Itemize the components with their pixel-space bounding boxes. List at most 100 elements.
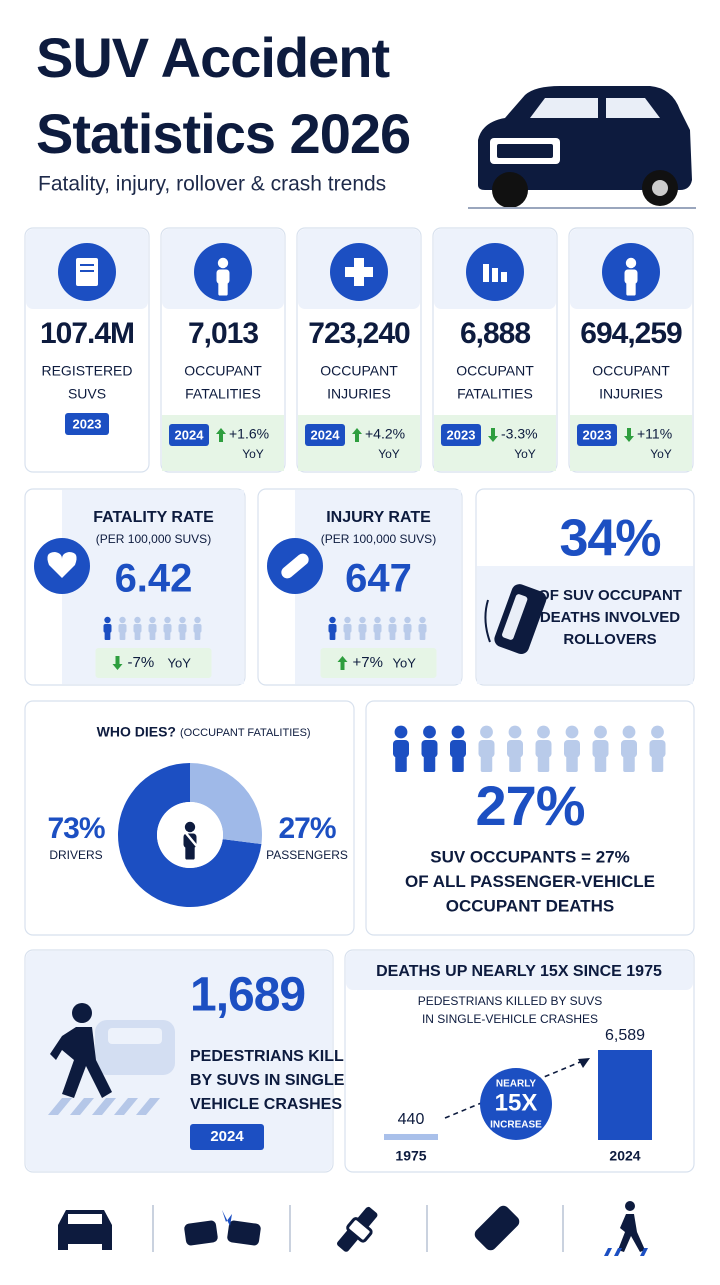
year-badge bbox=[577, 424, 617, 446]
person-legs bbox=[452, 756, 464, 772]
motion-line bbox=[484, 599, 491, 643]
share-text: OF ALL PASSENGER-VEHICLE bbox=[405, 872, 655, 891]
subtitle: Fatality, injury, rollover & crash trend… bbox=[38, 173, 386, 196]
rollover-text: OF SUV OCCUPANT bbox=[538, 587, 682, 604]
crosswalk bbox=[136, 1098, 160, 1115]
person-icon bbox=[421, 725, 438, 772]
person-icon bbox=[592, 725, 609, 772]
stat-value: 723,240 bbox=[308, 317, 410, 350]
car-window bbox=[502, 594, 528, 640]
rate-title: FATALITY RATE bbox=[93, 509, 214, 526]
year-label: 2023 bbox=[73, 416, 102, 431]
person-legs bbox=[359, 632, 366, 640]
crosswalk bbox=[114, 1098, 138, 1115]
person-head bbox=[508, 725, 522, 739]
hero-car bbox=[468, 86, 696, 209]
donut-slice bbox=[190, 763, 262, 845]
person-body bbox=[388, 624, 397, 633]
trend-subtitle: IN SINGLE-VEHICLE CRASHES bbox=[422, 1012, 598, 1026]
person-icon bbox=[358, 616, 367, 640]
person-body bbox=[178, 624, 187, 633]
person-head bbox=[451, 725, 465, 739]
badge-text: 15X bbox=[495, 1089, 538, 1116]
icon-impact bbox=[222, 1210, 232, 1226]
change-panel bbox=[320, 648, 437, 678]
person-head bbox=[625, 257, 637, 269]
walker-head bbox=[72, 1003, 92, 1023]
stat-icon-glyph bbox=[483, 264, 507, 282]
pedestrian-panel bbox=[26, 951, 332, 1171]
person-body bbox=[592, 740, 609, 758]
rate-subtitle: (PER 100,000 SUVS) bbox=[321, 532, 436, 546]
trend-arrow-head bbox=[578, 1058, 590, 1068]
person-body bbox=[564, 740, 580, 758]
change-unit: YoY bbox=[242, 447, 264, 461]
person-body bbox=[624, 269, 638, 284]
person-body bbox=[621, 740, 637, 758]
bar bbox=[384, 1133, 438, 1140]
person-legs bbox=[329, 632, 336, 640]
person-icon bbox=[193, 616, 202, 640]
person-legs bbox=[626, 282, 636, 296]
person-icon bbox=[178, 616, 187, 640]
card bbox=[365, 700, 695, 936]
share-text: OCCUPANT DEATHS bbox=[446, 896, 614, 915]
rate-value: 6.42 bbox=[115, 557, 193, 601]
person-body bbox=[421, 740, 438, 758]
person-icon bbox=[118, 616, 127, 640]
person-head bbox=[404, 616, 411, 624]
person-body bbox=[649, 740, 666, 758]
rollover-value: 34% bbox=[559, 510, 660, 568]
person-head bbox=[217, 257, 229, 269]
donut-title: WHO DIES? bbox=[97, 724, 176, 740]
glyph bbox=[501, 272, 507, 282]
person-head bbox=[423, 725, 436, 739]
change-unit: YoY bbox=[168, 655, 192, 670]
person-legs bbox=[374, 632, 381, 640]
person-legs bbox=[218, 282, 228, 296]
bar-value-label: 440 bbox=[398, 1111, 425, 1128]
person-body bbox=[118, 624, 127, 633]
year-badge bbox=[65, 413, 109, 435]
person-legs bbox=[194, 632, 201, 640]
person-legs bbox=[119, 632, 126, 640]
person-legs bbox=[594, 756, 607, 772]
person-icon bbox=[373, 616, 382, 640]
stat-label: FATALITIES bbox=[185, 386, 261, 402]
person-head bbox=[374, 616, 381, 624]
person-icon bbox=[450, 725, 466, 772]
change-unit: YoY bbox=[378, 447, 400, 461]
person-icon bbox=[403, 616, 412, 640]
person-icon bbox=[216, 257, 230, 296]
trend-arrow bbox=[488, 428, 498, 442]
bandage-glyph bbox=[281, 553, 309, 579]
stat-icon-glyph bbox=[76, 258, 98, 286]
badge-text: INCREASE bbox=[490, 1120, 542, 1131]
person-icon bbox=[418, 616, 427, 640]
person-body bbox=[328, 624, 337, 633]
person-body bbox=[103, 624, 112, 633]
car-wheel bbox=[492, 172, 528, 208]
stat-label: SUVS bbox=[68, 386, 106, 402]
year-badge bbox=[169, 424, 209, 446]
seatbelt-glyph bbox=[179, 825, 201, 851]
person-head bbox=[104, 616, 111, 624]
person-head bbox=[622, 725, 636, 739]
person-icon bbox=[183, 821, 197, 860]
person-head bbox=[179, 616, 186, 624]
person-head bbox=[194, 616, 201, 624]
year-label: 2024 bbox=[210, 1128, 244, 1145]
trend-subtitle: PEDESTRIANS KILLED BY SUVS bbox=[418, 994, 603, 1008]
person-head bbox=[651, 725, 664, 739]
rate-subtitle: (PER 100,000 SUVS) bbox=[96, 532, 211, 546]
increase-badge bbox=[480, 1068, 552, 1140]
donut-name: PASSENGERS bbox=[266, 848, 348, 862]
change-value: -7% bbox=[128, 654, 155, 671]
share-value: 27% bbox=[475, 774, 584, 837]
change-panel bbox=[95, 648, 212, 678]
donut-percent: 27% bbox=[278, 812, 335, 845]
change-unit: YoY bbox=[393, 655, 417, 670]
person-icon bbox=[343, 616, 352, 640]
icon-crash-car bbox=[184, 1220, 218, 1246]
